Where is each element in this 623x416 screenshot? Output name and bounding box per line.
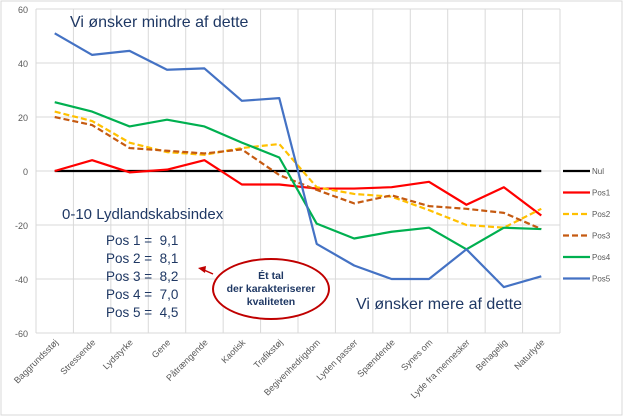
legend-label-pos1: Pos1 bbox=[592, 189, 611, 198]
series-line-pos3 bbox=[54, 115, 542, 231]
index-pos1: Pos 1 = 9,1 bbox=[106, 233, 179, 248]
x-tick-label: Behagelig bbox=[474, 337, 509, 372]
x-tick-label: Spændende bbox=[355, 337, 397, 379]
annotation-bottom: Vi ønsker mere af dette bbox=[356, 296, 522, 313]
y-tick-label: -20 bbox=[15, 221, 28, 231]
x-tick-label: Trafikstøj bbox=[252, 337, 285, 370]
callout-arrowhead bbox=[198, 266, 206, 273]
index-pos4: Pos 4 = 7,0 bbox=[106, 287, 179, 302]
legend-label-pos2: Pos2 bbox=[592, 210, 611, 219]
y-tick-label: 40 bbox=[18, 59, 28, 69]
callout-arrow bbox=[203, 269, 214, 275]
x-tick-label: Naturlyde bbox=[512, 337, 546, 371]
legend-label-pos3: Pos3 bbox=[592, 232, 611, 241]
index-pos2: Pos 2 = 8,1 bbox=[106, 251, 179, 266]
callout-line3: kvaliteten bbox=[246, 295, 296, 308]
y-tick-label: 20 bbox=[18, 113, 28, 123]
index-title: 0-10 Lydlandskabsindex bbox=[62, 206, 224, 223]
x-tick-label: Kaotisk bbox=[219, 337, 247, 365]
x-tick-label: Lydstyrke bbox=[101, 337, 135, 371]
legend-label-pos5: Pos5 bbox=[592, 275, 611, 284]
index-pos3: Pos 3 = 8,2 bbox=[106, 269, 179, 284]
y-tick-label: -60 bbox=[15, 329, 28, 339]
legend-label-pos4: Pos4 bbox=[592, 253, 611, 262]
y-tick-label: 0 bbox=[23, 167, 28, 177]
index-pos5: Pos 5 = 4,5 bbox=[106, 305, 179, 320]
callout-line1: Ét tal bbox=[258, 269, 284, 282]
y-tick-label: -40 bbox=[15, 275, 28, 285]
series-line-pos2 bbox=[54, 110, 542, 229]
x-tick-label: Baggrundsstøj bbox=[12, 337, 60, 385]
series-line-pos1 bbox=[54, 159, 542, 217]
y-tick-label: 60 bbox=[18, 5, 28, 15]
callout-line2: der karakteriserer bbox=[226, 282, 316, 295]
index-values: Pos 1 = 9,1 Pos 2 = 8,1 Pos 3 = 8,2 Pos … bbox=[106, 232, 178, 322]
x-tick-label: Stressende bbox=[58, 337, 97, 376]
callout-ellipse: Ét tal der karakteriserer kvaliteten bbox=[212, 258, 330, 320]
series-line-pos4 bbox=[54, 101, 542, 251]
series-line-pos5 bbox=[54, 32, 542, 289]
x-tick-label: Synes om bbox=[399, 337, 434, 372]
annotation-top: Vi ønsker mindre af dette bbox=[70, 14, 249, 31]
legend-label-nul: Nul bbox=[592, 167, 604, 176]
x-tick-label: Gene bbox=[150, 337, 173, 360]
